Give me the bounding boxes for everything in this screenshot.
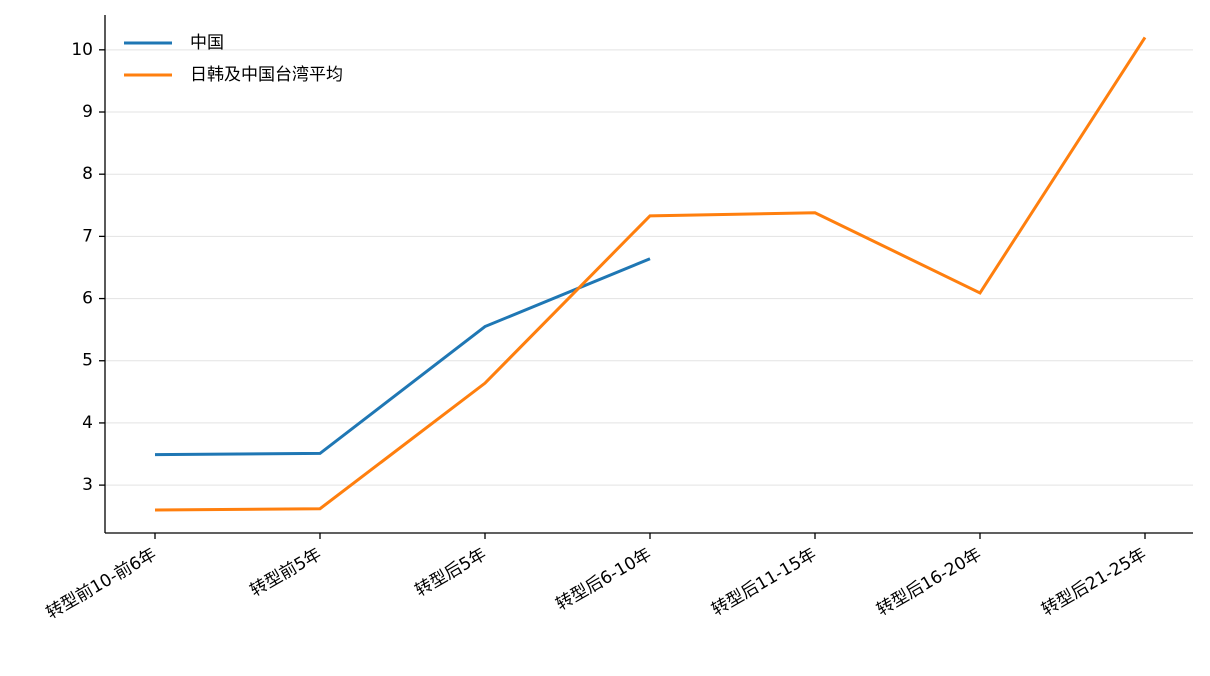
- x-tick-label: 转型后16-20年: [873, 544, 985, 620]
- x-tick-label: 转型后21-25年: [1038, 544, 1150, 620]
- y-tick-label: 4: [82, 413, 93, 433]
- x-tick-label: 转型前10-前6年: [43, 544, 160, 623]
- x-tick-label: 转型前5年: [247, 544, 325, 601]
- line-series: [154, 36, 1147, 512]
- y-tick-label: 7: [82, 226, 93, 246]
- y-tick-label: 10: [71, 40, 93, 60]
- x-tick-label: 转型后11-15年: [708, 544, 820, 620]
- x-tick-label: 转型后5年: [412, 544, 490, 601]
- legend-label: 日韩及中国台湾平均: [190, 65, 343, 85]
- y-tick-label: 6: [82, 289, 93, 309]
- y-tick-label: 3: [82, 475, 93, 495]
- y-tick-label: 8: [82, 164, 93, 184]
- legend-label: 中国: [190, 33, 224, 53]
- y-tick-label: 9: [82, 102, 93, 122]
- line-series: [154, 257, 651, 457]
- x-tick-label: 转型后6-10年: [553, 544, 655, 615]
- y-tick-label: 5: [82, 351, 93, 371]
